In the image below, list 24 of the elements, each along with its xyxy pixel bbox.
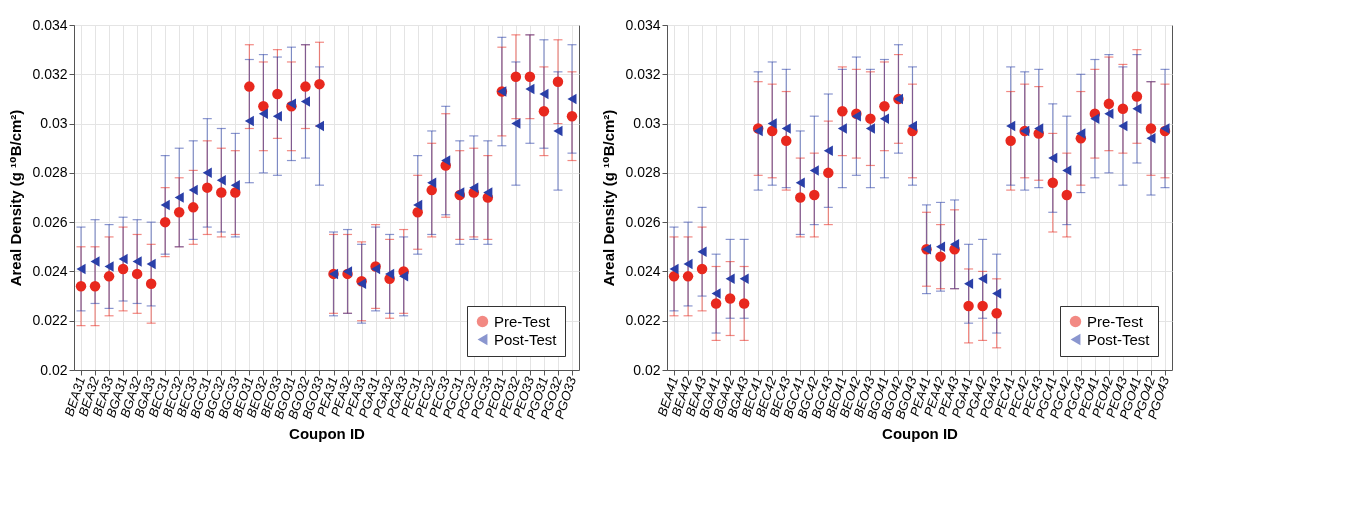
x-axis-title: Coupon ID (882, 424, 959, 442)
y-tick-label: 0.028 (625, 164, 661, 181)
y-tick-label: 0.032 (625, 65, 661, 82)
y-tick-label: 0.02 (40, 361, 68, 378)
y-tick-label: 0.026 (32, 213, 68, 230)
legend-label: Pre-Test (1087, 312, 1144, 330)
legend-label: Post-Test (494, 330, 558, 348)
y-tick-label: 0.024 (32, 262, 68, 279)
y-tick-label: 0.024 (625, 262, 661, 279)
y-tick-label: 0.032 (32, 65, 68, 82)
x-axis-title: Coupon ID (289, 424, 366, 442)
y-tick-label: 0.03 (633, 115, 661, 132)
legend-label: Pre-Test (494, 312, 551, 330)
legend-label: Post-Test (1087, 330, 1151, 348)
y-tick-label: 0.028 (32, 164, 68, 181)
y-tick-label: 0.034 (625, 16, 661, 33)
y-tick-label: 0.034 (32, 16, 68, 33)
y-tick-label: 0.026 (625, 213, 661, 230)
y-tick-label: 0.02 (633, 361, 661, 378)
y-tick-label: 0.022 (32, 312, 68, 329)
y-tick-label: 0.022 (625, 312, 661, 329)
y-axis-title: Areal Density (g ¹⁰B/cm²) (7, 109, 25, 287)
y-tick-label: 0.03 (40, 115, 68, 132)
y-axis-title: Areal Density (g ¹⁰B/cm²) (600, 109, 618, 287)
